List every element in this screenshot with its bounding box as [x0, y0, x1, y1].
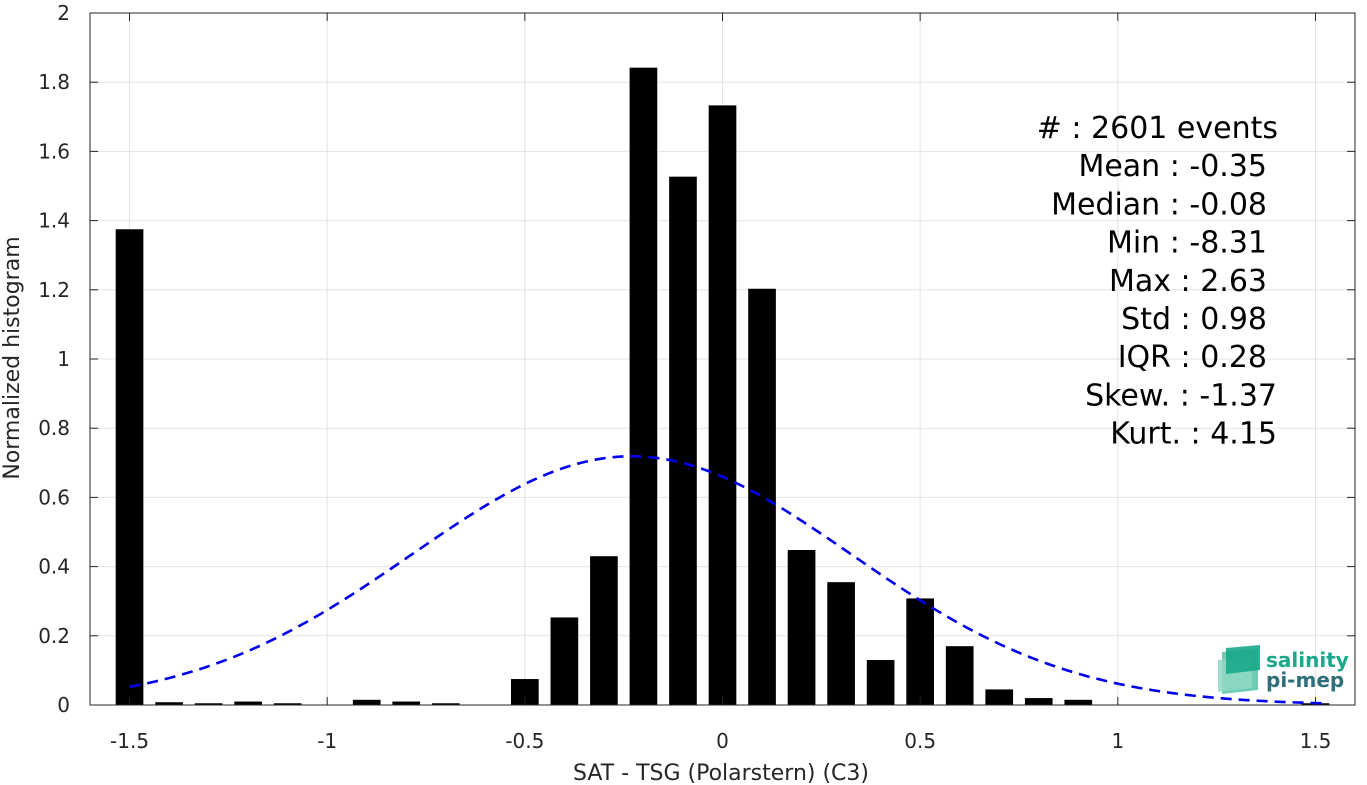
stats-line-0: # : 2601 events: [1037, 111, 1278, 146]
y-tick-label-3: 0.6: [38, 485, 70, 509]
histogram-bar-14: [748, 288, 776, 705]
histogram-bar-1: [155, 702, 183, 705]
bars: [115, 67, 1330, 706]
y-tick-label-0: 0: [57, 693, 70, 717]
y-tick-label-9: 1.8: [38, 70, 70, 94]
histogram-bar-12: [669, 176, 697, 705]
histogram-bar-0: [115, 229, 144, 705]
histogram-bar-16: [827, 582, 855, 705]
y-tick-label-1: 0.2: [38, 624, 70, 648]
histogram-bar-20: [985, 689, 1014, 705]
y-tick-label-4: 0.8: [38, 416, 70, 440]
x-tick-label-1: -1: [317, 729, 337, 753]
stats-line-6: IQR : 0.28: [1118, 340, 1267, 375]
stats-line-5: Std : 0.98: [1121, 302, 1267, 337]
stats-line-3: Min : -8.31: [1107, 226, 1267, 261]
histogram-bar-21: [1024, 698, 1053, 705]
x-tick-label-3: 0: [716, 729, 729, 753]
x-axis-ticks: -1.5 -1 -0.5 0 0.5 1 1.5: [110, 13, 1331, 753]
histogram-bar-17: [866, 660, 895, 705]
histogram-bar-19: [945, 646, 974, 705]
histogram-bar-18: [906, 598, 934, 705]
histogram-bar-22: [1064, 699, 1093, 705]
x-axis-title: SAT - TSG (Polarstern) (C3): [573, 761, 869, 785]
x-tick-label-5: 1: [1111, 729, 1124, 753]
histogram-bar-5: [352, 699, 381, 705]
logo-text-pimep: pi-mep: [1266, 668, 1344, 692]
salinity-pimep-logo: salinity pi-mep: [1218, 645, 1349, 694]
y-tick-label-5: 1: [57, 347, 70, 371]
histogram-bar-13: [708, 105, 737, 705]
x-tick-label-6: 1.5: [1300, 729, 1332, 753]
stats-line-8: Kurt. : 4.15: [1110, 417, 1277, 452]
histogram-bar-9: [550, 617, 579, 705]
histogram-bar-15: [787, 549, 816, 705]
y-tick-label-7: 1.4: [38, 209, 70, 233]
y-tick-label-10: 2: [57, 1, 70, 25]
stats-line-7: Skew. : -1.37: [1085, 378, 1277, 413]
stats-line-4: Max : 2.63: [1109, 264, 1267, 299]
histogram-bar-11: [629, 67, 658, 706]
y-tick-label-2: 0.4: [38, 555, 70, 579]
histogram-bar-7: [431, 703, 460, 705]
y-tick-label-6: 1.2: [38, 278, 70, 302]
y-axis-title: Normalized histogram: [0, 236, 25, 479]
gaussian-fit-curve: [129, 454, 1324, 705]
y-tick-label-8: 1.6: [38, 139, 70, 163]
histogram-bar-4: [273, 703, 302, 705]
logo-mark-icon: [1218, 645, 1260, 694]
stats-line-1: Mean : -0.35: [1078, 149, 1267, 184]
histogram-bar-10: [590, 556, 618, 705]
histogram-bar-3: [234, 701, 262, 705]
x-tick-label-2: -0.5: [505, 729, 544, 753]
x-tick-label-4: 0.5: [904, 729, 936, 753]
stats-line-2: Median : -0.08: [1051, 187, 1267, 222]
y-axis-ticks: 0 0.2 0.4 0.6 0.8 1 1.2 1.4 1.6 1.8 2: [38, 1, 1355, 717]
logo-text-salinity: salinity: [1266, 648, 1349, 672]
histogram-bar-2: [194, 703, 223, 705]
histogram-bar-6: [392, 701, 421, 705]
x-tick-label-0: -1.5: [110, 729, 149, 753]
